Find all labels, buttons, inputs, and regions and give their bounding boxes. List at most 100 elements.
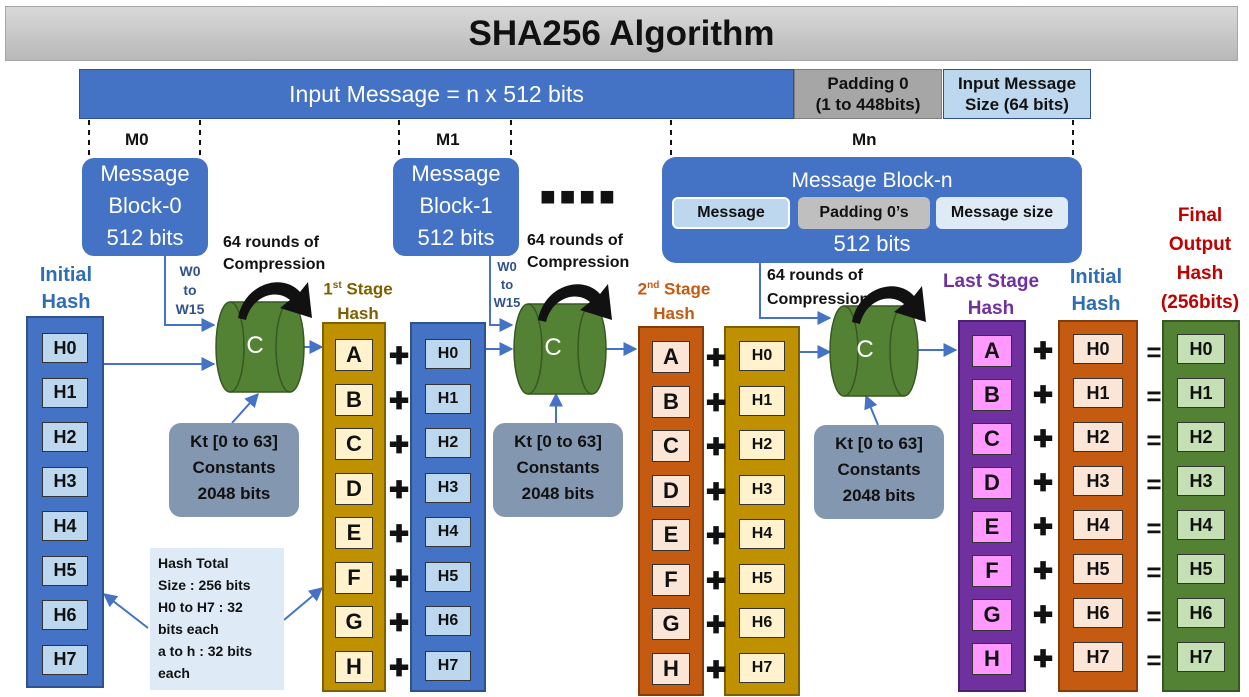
- register-cell: H4: [42, 511, 88, 541]
- initial-hash-label-right: Initial Hash: [1069, 266, 1123, 315]
- compress-letter-2: C: [544, 334, 562, 361]
- register-cell: G: [972, 599, 1012, 631]
- padding-box: Padding 0 (1 to 448bits): [794, 69, 942, 119]
- register-cell: H4: [425, 517, 471, 547]
- register-cell: H5: [1073, 554, 1123, 584]
- register-cell: A: [972, 335, 1012, 367]
- words-label-2: W0 to W15: [493, 259, 521, 310]
- register-cell: H4: [739, 519, 785, 549]
- equals-sign: =: [1146, 425, 1162, 455]
- initial-hash-column-right: [1058, 320, 1138, 692]
- register-cell: D: [652, 474, 690, 507]
- plus-sign-last: ✚: [1032, 470, 1054, 497]
- plus-sign-last: ✚: [1032, 426, 1054, 453]
- register-cell: H2: [1177, 422, 1225, 452]
- last-stage-column: [958, 320, 1026, 692]
- register-cell: H2: [425, 428, 471, 458]
- register-cell: H: [972, 643, 1012, 675]
- block1-line3: 512 bits: [417, 225, 495, 250]
- register-cell: H6: [425, 606, 471, 636]
- rotation-arrow-icons: [238, 282, 926, 324]
- plus-sign-stage2: ✚: [705, 345, 727, 372]
- note-arrow-left: [102, 593, 149, 629]
- plus-sign-stage1: ✚: [388, 565, 410, 593]
- register-cell: B: [652, 385, 690, 418]
- equals-sign: =: [1146, 469, 1162, 499]
- rounds-label-3: 64 rounds of Compression: [767, 267, 870, 308]
- message-block-n: Message Block-n Message Padding 0’s Mess…: [662, 157, 1082, 263]
- register-cell: G: [335, 606, 373, 638]
- register-cell: D: [335, 472, 373, 505]
- register-cell: C: [972, 423, 1012, 455]
- plus-sign-stage2: ✚: [705, 523, 727, 550]
- plus-sign-stage2: ✚: [705, 567, 727, 595]
- register-cell: H6: [1073, 598, 1123, 628]
- note-arrow-right: [283, 587, 324, 621]
- hash-size-note: Hash Total Size : 256 bits H0 to H7 : 32 b…: [150, 548, 284, 690]
- block0-line2: Block-0: [108, 193, 182, 218]
- w-arrow-2: [489, 255, 514, 332]
- block1-line1: Message: [411, 161, 501, 186]
- register-cell: H7: [739, 652, 785, 683]
- register-cell: G: [652, 608, 690, 640]
- register-cell: H3: [425, 472, 471, 503]
- equals-sign: =: [1146, 513, 1162, 543]
- equals-sign: =: [1146, 645, 1162, 675]
- plus-sign-last: ✚: [1032, 646, 1054, 673]
- register-cell: H2: [42, 422, 88, 452]
- register-cell: H2: [739, 430, 785, 460]
- register-cell: H0: [425, 339, 471, 369]
- register-cell: H5: [1177, 554, 1225, 584]
- padding-line1: Padding 0: [827, 73, 909, 93]
- block0-line3: 512 bits: [106, 225, 184, 250]
- plus-sign-stage2: ✚: [705, 389, 727, 417]
- input-size-line1: Input Message: [957, 73, 1077, 93]
- register-cell: H7: [1177, 642, 1225, 672]
- register-cell: H0: [1177, 334, 1225, 364]
- plus-sign-last: ✚: [1032, 514, 1054, 541]
- register-cell: B: [335, 383, 373, 416]
- register-cell: H1: [1073, 378, 1123, 408]
- register-cell: H0: [739, 341, 785, 371]
- block-n-bits: 512 bits: [833, 231, 911, 256]
- block-n-padding-part: Padding 0’s: [798, 197, 930, 229]
- register-cell: F: [652, 563, 690, 596]
- plus-sign-stage1: ✚: [388, 432, 410, 459]
- register-cell: H0: [42, 333, 88, 363]
- register-cell: H5: [425, 561, 471, 592]
- m1-label: M1: [436, 130, 460, 149]
- register-cell: H1: [425, 383, 471, 414]
- constants-box-1: Kt [0 to 63] Constants 2048 bits: [169, 423, 299, 517]
- register-cell: H0: [1073, 334, 1123, 364]
- register-cell: H7: [42, 644, 88, 675]
- k-arrow-3: [864, 394, 879, 426]
- register-cell: H: [652, 652, 690, 685]
- block-n-message-part: Message: [672, 197, 790, 229]
- message-block-0: Message Block-0 512 bits: [82, 158, 208, 256]
- plus-sign-last: ✚: [1032, 382, 1054, 409]
- stage1-label: 1st Stage Hash: [323, 279, 393, 323]
- initial-hash-label-left: Initial Hash: [39, 264, 93, 313]
- register-cell: H7: [1073, 642, 1123, 672]
- register-cell: H7: [425, 650, 471, 681]
- register-cell: D: [972, 467, 1012, 499]
- equals-sign: =: [1146, 381, 1162, 411]
- register-cell: E: [335, 517, 373, 549]
- register-cell: H2: [1073, 422, 1123, 452]
- plus-sign-stage1: ✚: [388, 610, 410, 637]
- block1-line2: Block-1: [419, 193, 493, 218]
- register-cell: H4: [1073, 510, 1123, 540]
- register-cell: H1: [1177, 378, 1225, 408]
- register-cell: H6: [42, 600, 88, 630]
- register-cell: H5: [42, 555, 88, 586]
- compress-letter-1: C: [246, 332, 264, 359]
- input-size-box: Input Message Size (64 bits): [943, 69, 1091, 119]
- words-label-1: W0 to W15: [175, 263, 205, 317]
- plus-sign-stage2: ✚: [705, 434, 727, 461]
- plus-sign-stage2: ✚: [705, 612, 727, 639]
- rounds-label-1: 64 rounds of Compression: [223, 234, 326, 273]
- register-cell: C: [335, 428, 373, 460]
- rounds-label-2: 64 rounds of Compression: [527, 232, 630, 271]
- hash-column-mid1: [410, 322, 486, 692]
- plus-sign-last: ✚: [1032, 558, 1054, 585]
